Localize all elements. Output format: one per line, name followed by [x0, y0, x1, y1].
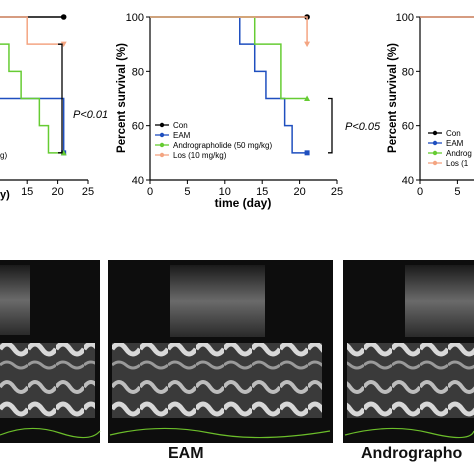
legend-entry: Andrographolide (50 mg/kg) [173, 141, 273, 150]
echo-panel-con [0, 260, 101, 443]
legend-entry: Los (10 mg/kg) [173, 151, 227, 160]
series-line [150, 16, 308, 100]
legend-marker [159, 142, 165, 148]
x-tick-label: 25 [82, 186, 94, 198]
survival-chart-center: Percent survival (%) time (day) P<0.05 C… [116, 12, 381, 210]
series-line [0, 97, 65, 153]
echo-label-andrographolide: Andrographo [361, 445, 463, 462]
y-tick-label: 100 [396, 12, 414, 24]
series-marker [304, 150, 310, 156]
series-marker [60, 14, 67, 20]
series-line [150, 16, 308, 45]
x-axis-label: time (day) [215, 196, 272, 210]
echo-images [0, 260, 474, 443]
series-marker [304, 95, 311, 101]
y-tick-label: 60 [132, 121, 144, 133]
x-tick-label: 0 [147, 186, 153, 198]
echo-panel-andrographolide [343, 260, 474, 443]
y-tick-label: 40 [402, 175, 414, 187]
legend-marker [159, 152, 165, 158]
series-marker [60, 149, 67, 156]
series-line [0, 43, 64, 154]
annotation: P<0.01 [73, 109, 108, 121]
y-tick-label: 60 [402, 121, 414, 133]
y-tick-label: 40 [132, 175, 144, 187]
series-marker [304, 41, 311, 48]
legend-marker [432, 140, 438, 146]
y-tick-label: 100 [126, 12, 144, 24]
x-tick-label: 25 [331, 186, 343, 198]
legend-marker [159, 132, 165, 138]
y-tick-label: 80 [132, 66, 144, 78]
legend-entry: Androg [446, 149, 472, 158]
legend-marker [432, 130, 438, 136]
legend-entry: EAM [173, 131, 191, 140]
x-tick-label: 20 [51, 186, 63, 198]
x-tick-label: 15 [21, 186, 33, 198]
survival-chart-left: y) P<0.01 g) 15 20 25 [0, 14, 108, 201]
echo-label-eam: EAM [168, 445, 204, 462]
legend-entry: Los (1 [446, 159, 469, 168]
x-tick-label: 5 [184, 186, 190, 198]
y-tick-label: 80 [402, 66, 414, 78]
x-tick-label: 10 [219, 186, 231, 198]
x-tick-label: 20 [293, 186, 305, 198]
significance-bracket [328, 97, 333, 154]
x-axis-label: y) [0, 189, 10, 201]
significance-bracket [58, 43, 63, 154]
annotation: P<0.05 [345, 121, 381, 133]
legend-marker [432, 150, 438, 156]
legend-entry: Con [446, 129, 461, 138]
x-tick-label: 0 [417, 186, 423, 198]
series-line [150, 16, 308, 154]
survival-charts: y) P<0.01 g) 15 20 25 Percent survival (%)… [0, 12, 474, 210]
series-line [0, 16, 64, 45]
legend-entry: EAM [446, 139, 464, 148]
echo-panel-eam [108, 260, 333, 443]
x-tick-label: 5 [454, 186, 460, 198]
legend-marker [159, 122, 165, 128]
legend-entry: Con [173, 121, 188, 130]
legend-fragment: g) [0, 151, 7, 160]
y-axis-label: Percent survival (%) [116, 43, 128, 153]
x-tick-label: 15 [256, 186, 268, 198]
legend-marker [432, 160, 438, 166]
y-axis-label: Percent survival (%) [387, 43, 399, 153]
series-marker [60, 41, 67, 48]
